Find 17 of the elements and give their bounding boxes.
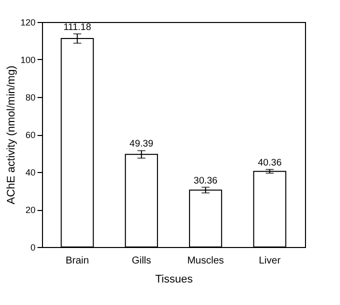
y-tick-label: 80 — [25, 92, 36, 102]
y-tick-label: 20 — [25, 205, 36, 215]
data-label: 30.36 — [194, 175, 218, 186]
data-label: 40.36 — [258, 157, 282, 168]
x-tick-label: Gills — [132, 256, 152, 266]
x-axis-title: Tissues — [155, 274, 194, 286]
y-tick-label: 60 — [25, 130, 36, 140]
x-tick-label: Brain — [66, 256, 89, 266]
y-tick-label: 100 — [20, 55, 36, 65]
x-tick-label: Liver — [258, 256, 282, 266]
x-tick-label: Muscles — [187, 256, 224, 266]
y-tick-label: 120 — [20, 18, 36, 28]
y-tick-label: 40 — [25, 168, 36, 178]
y-tick-label: 0 — [30, 242, 36, 252]
y-axis-title: AChE activity (nmol/min/mg) — [5, 66, 18, 204]
data-label: 49.39 — [130, 138, 154, 150]
data-label: 111.18 — [63, 22, 92, 33]
